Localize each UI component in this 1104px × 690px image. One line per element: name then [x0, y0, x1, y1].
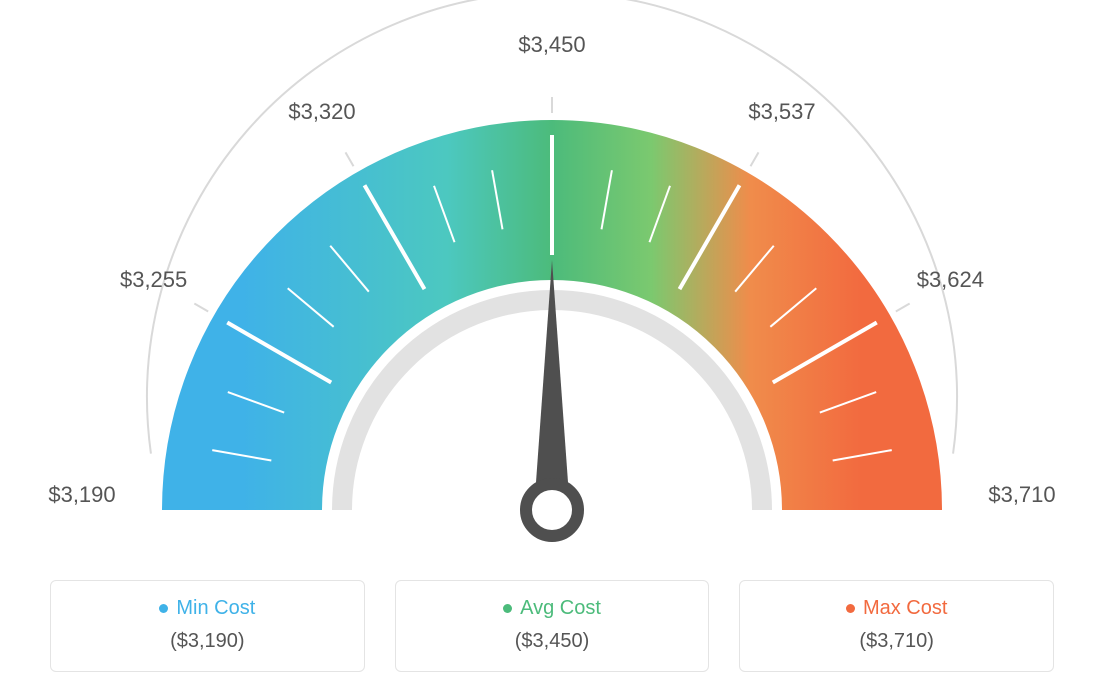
legend-title-avg: Avg Cost [503, 597, 601, 620]
legend-card-min: Min Cost ($3,190) [50, 580, 365, 672]
gauge-tick-label: $3,450 [518, 32, 585, 58]
legend-card-avg: Avg Cost ($3,450) [395, 580, 710, 672]
legend-label-avg: Avg Cost [520, 597, 601, 620]
gauge-tick-label: $3,624 [917, 267, 984, 293]
legend-title-min: Min Cost [159, 597, 255, 620]
gauge-tick-label: $3,710 [988, 482, 1055, 508]
gauge-tick-label: $3,320 [288, 99, 355, 125]
gauge-tick-label: $3,255 [120, 267, 187, 293]
legend-value-max: ($3,710) [750, 630, 1043, 653]
legend-dot-min-icon [159, 604, 168, 613]
legend-title-max: Max Cost [846, 597, 947, 620]
legend-label-max: Max Cost [863, 597, 947, 620]
gauge-tick-label: $3,537 [748, 99, 815, 125]
legend-value-min: ($3,190) [61, 630, 354, 653]
legend-dot-avg-icon [503, 604, 512, 613]
legend-label-min: Min Cost [176, 597, 255, 620]
legend-row: Min Cost ($3,190) Avg Cost ($3,450) Max … [50, 580, 1054, 672]
legend-dot-max-icon [846, 604, 855, 613]
legend-value-avg: ($3,450) [406, 630, 699, 653]
gauge-tick-label: $3,190 [48, 482, 115, 508]
legend-card-max: Max Cost ($3,710) [739, 580, 1054, 672]
gauge-chart: $3,190 $3,255 $3,320 $3,450 $3,537 $3,624 $3,7… [0, 0, 1104, 560]
